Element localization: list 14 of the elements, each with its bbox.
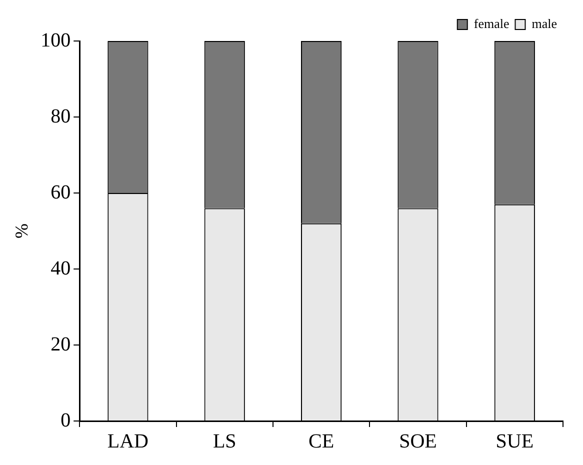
- y-tick-label: 80: [50, 105, 71, 128]
- legend-label: male: [532, 16, 558, 31]
- y-tick-label: 60: [50, 181, 71, 204]
- x-tick-label: CE: [308, 430, 334, 452]
- y-tick-label: 40: [50, 257, 71, 280]
- y-axis-title: %: [12, 224, 32, 238]
- y-tick-label: 20: [50, 333, 71, 356]
- x-tick-label: LAD: [107, 430, 148, 452]
- x-tick-label: SOE: [399, 430, 437, 452]
- y-tick-label: 0: [60, 409, 71, 432]
- y-tick-label: 100: [40, 29, 71, 52]
- x-tick-label: SUE: [496, 430, 534, 452]
- legend-label: female: [474, 16, 510, 31]
- x-tick-label: LS: [212, 430, 236, 452]
